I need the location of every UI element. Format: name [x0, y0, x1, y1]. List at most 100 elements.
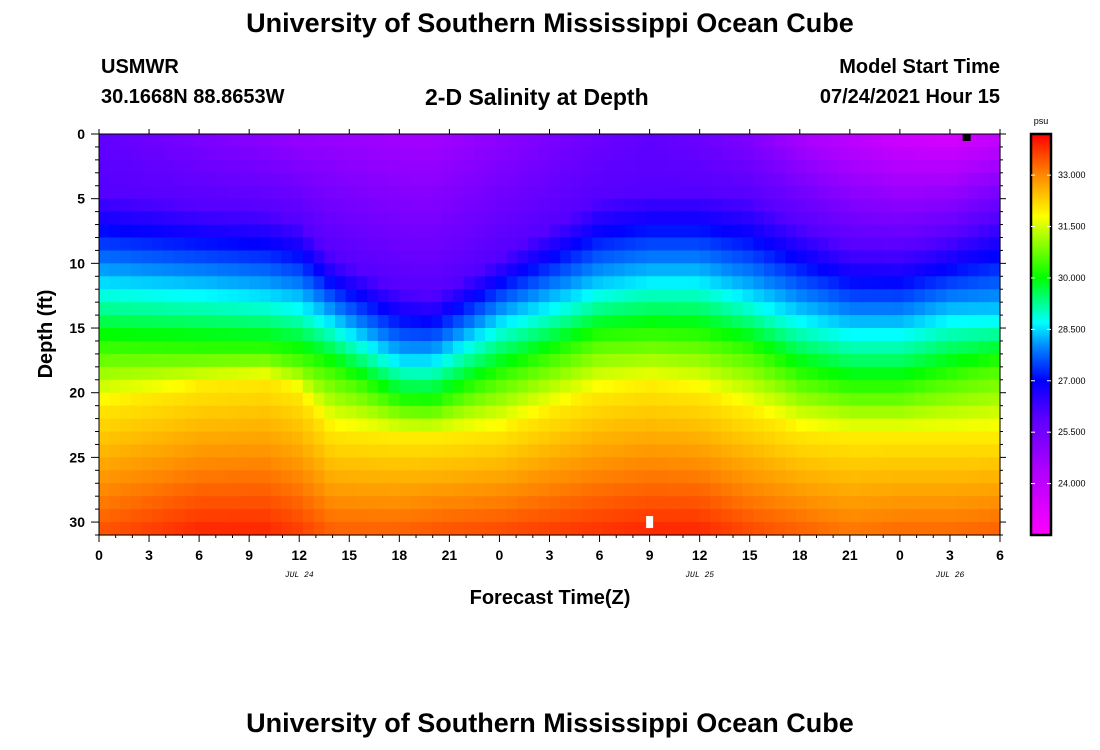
heatmap-cell — [109, 353, 122, 368]
x-tick-label: 12 — [291, 547, 307, 563]
heatmap-cell — [806, 250, 819, 264]
heatmap-cell — [624, 483, 636, 497]
heatmap-cell — [967, 172, 980, 187]
heatmap-cell — [334, 444, 347, 458]
heatmap-cell — [206, 198, 218, 213]
heatmap-cell — [292, 431, 304, 446]
heatmap-cell — [270, 224, 282, 239]
heatmap-cell — [367, 172, 379, 187]
heatmap-cell — [334, 263, 347, 277]
heatmap-cell — [420, 289, 433, 303]
page-title: University of Southern Mississippi Ocean… — [246, 8, 854, 38]
heatmap-cell — [356, 211, 368, 226]
heatmap-cell — [764, 185, 776, 200]
heatmap-cell — [860, 237, 872, 252]
heatmap-cell — [678, 522, 690, 536]
heatmap-cell — [506, 198, 518, 213]
heatmap-cell — [624, 522, 636, 536]
heatmap-cell — [238, 444, 250, 458]
heatmap-cell — [281, 444, 293, 458]
heatmap-cell — [442, 328, 454, 342]
heatmap-cell — [592, 198, 604, 213]
heatmap-cell — [99, 172, 111, 187]
heatmap-cell — [796, 353, 808, 368]
heatmap-cell — [238, 211, 250, 226]
heatmap-cell — [442, 172, 454, 187]
heatmap-cell — [656, 315, 669, 329]
heatmap-cell — [195, 470, 207, 484]
heatmap-cell — [367, 198, 379, 213]
heatmap-cell — [324, 250, 336, 264]
heatmap-cell — [506, 392, 518, 407]
heatmap-cell — [420, 276, 433, 290]
heatmap-cell — [699, 263, 711, 277]
heatmap-cell — [957, 366, 969, 381]
heatmap-cell — [367, 289, 379, 303]
heatmap-cell — [646, 185, 658, 200]
heatmap-cell — [495, 353, 508, 368]
heatmap-cell — [635, 263, 647, 277]
heatmap-cell — [924, 431, 937, 446]
heatmap-cell — [463, 159, 476, 174]
heatmap-cell — [442, 211, 454, 226]
heatmap-cell — [474, 379, 486, 394]
heatmap-cell — [377, 224, 390, 239]
heatmap-cell — [560, 366, 572, 381]
heatmap-cell — [603, 146, 615, 161]
heatmap-cell — [184, 276, 197, 290]
heatmap-cell — [924, 146, 937, 161]
heatmap-cell — [399, 340, 411, 355]
heatmap-cell — [485, 483, 497, 497]
heatmap-cell — [506, 134, 518, 148]
heatmap-cell — [410, 159, 422, 174]
station-coordinates: 30.1668N 88.8653W — [101, 86, 285, 108]
heatmap-cell — [849, 522, 862, 536]
heatmap-cell — [946, 470, 958, 484]
heatmap-cell — [817, 328, 829, 342]
heatmap-cell — [753, 457, 765, 471]
heatmap-cell — [109, 457, 122, 471]
heatmap-cell — [656, 328, 669, 342]
heatmap-cell — [764, 250, 776, 264]
heatmap-cell — [431, 263, 443, 277]
heatmap-cell — [249, 379, 261, 394]
heatmap-cell — [517, 250, 529, 264]
heatmap-cell — [195, 198, 207, 213]
heatmap-cell — [774, 470, 787, 484]
heatmap-cell — [635, 340, 647, 355]
heatmap-cell — [978, 302, 990, 316]
colorbar-tick-label: 33.000 — [1058, 170, 1086, 180]
heatmap-cell — [882, 250, 894, 264]
heatmap-cell — [152, 444, 164, 458]
heatmap-cell — [903, 146, 915, 161]
heatmap-cell — [313, 263, 325, 277]
heatmap-cell — [978, 405, 990, 420]
heatmap-cell — [935, 276, 947, 290]
heatmap-cell — [238, 379, 250, 394]
heatmap-cell — [474, 302, 486, 316]
heatmap-cell — [570, 185, 583, 200]
heatmap-cell — [238, 198, 250, 213]
heatmap-cell — [817, 483, 829, 497]
heatmap-cell — [474, 263, 486, 277]
heatmap-cell — [721, 379, 733, 394]
heatmap-cell — [710, 340, 722, 355]
heatmap-cell — [206, 211, 218, 226]
heatmap-cell — [227, 289, 240, 303]
heatmap-cell — [570, 431, 583, 446]
heatmap-cell — [892, 237, 905, 252]
heatmap-cell — [463, 302, 476, 316]
heatmap-cell — [485, 159, 497, 174]
heatmap-cell — [517, 211, 529, 226]
heatmap-cell — [742, 224, 754, 239]
heatmap-cell — [152, 457, 164, 471]
heatmap-cell — [388, 302, 400, 316]
heatmap-cell — [334, 483, 347, 497]
heatmap-cell — [688, 315, 701, 329]
heatmap-cell — [463, 392, 476, 407]
heatmap-cell — [710, 211, 722, 226]
heatmap-cell — [967, 289, 980, 303]
heatmap-cell — [206, 250, 218, 264]
heatmap-cell — [603, 276, 615, 290]
heatmap-cell — [753, 159, 765, 174]
